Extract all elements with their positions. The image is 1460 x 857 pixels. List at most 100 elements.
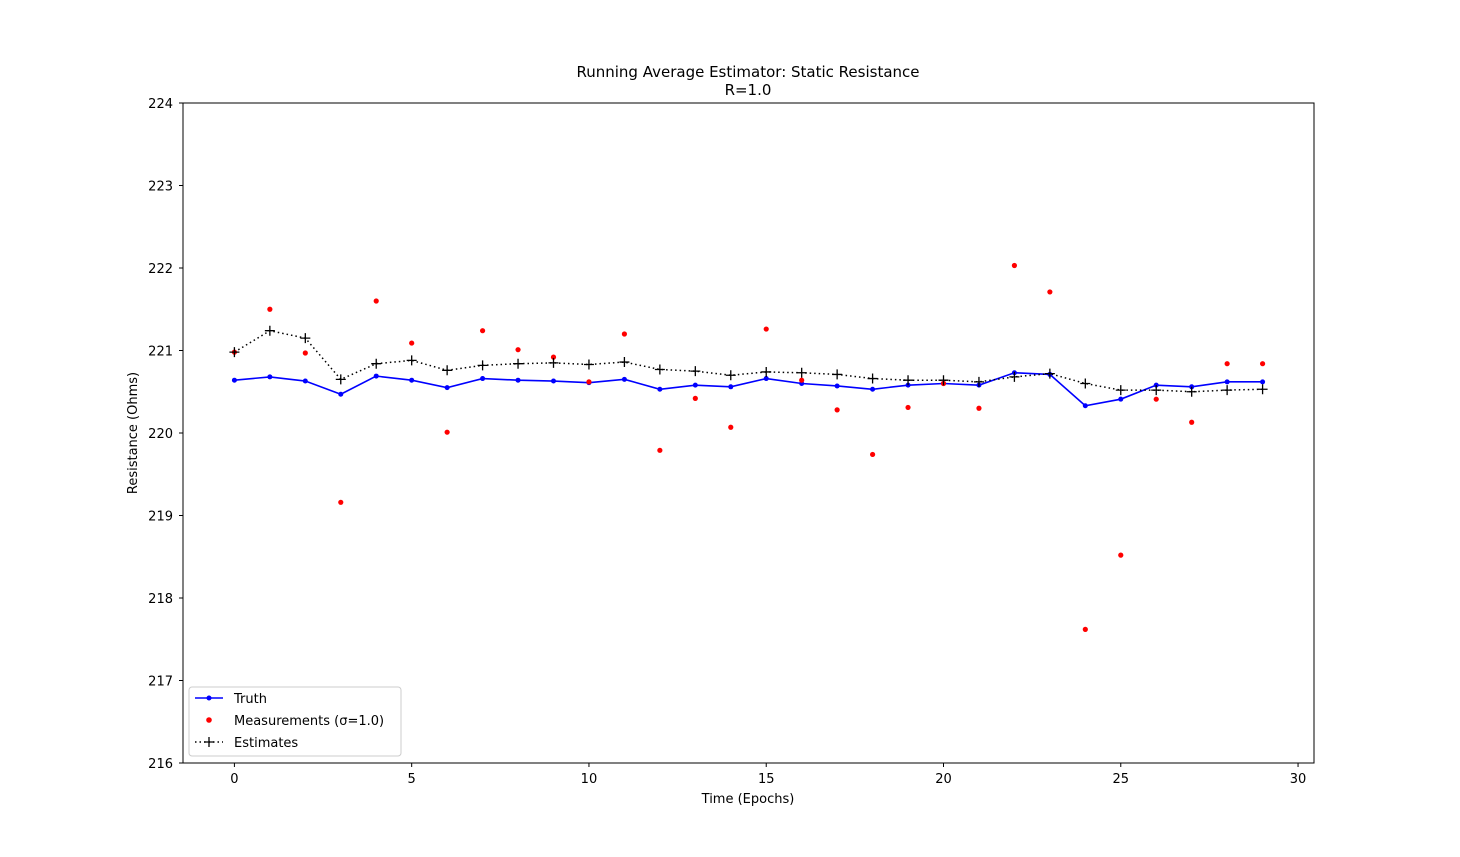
legend-label-estimates: Estimates — [234, 736, 298, 751]
estimate-point — [1115, 385, 1126, 396]
estimate-point — [1009, 371, 1020, 382]
truth-point — [409, 377, 415, 383]
y-tick-label: 223 — [148, 180, 173, 195]
truth-point — [728, 384, 734, 390]
legend-entry-measurements: Measurements (σ=1.0) — [206, 714, 384, 729]
estimate-point — [619, 357, 630, 368]
measurement-point — [799, 377, 805, 383]
x-axis-label: Time (Epochs) — [701, 792, 795, 807]
estimate-point — [938, 375, 949, 386]
truth-point — [444, 385, 450, 391]
estimate-point — [1044, 368, 1055, 379]
chart-title: Running Average Estimator: Static Resist… — [576, 63, 919, 81]
estimate-point — [335, 374, 346, 385]
y-tick-label: 217 — [148, 675, 173, 690]
measurement-point — [621, 331, 628, 337]
measurement-point — [338, 499, 344, 505]
measurement-point — [905, 404, 911, 411]
y-tick-label: 221 — [148, 345, 173, 360]
estimate-point — [654, 364, 665, 375]
plot-area — [229, 262, 1268, 632]
x-tick-label: 20 — [935, 772, 952, 787]
x-tick-label: 25 — [1112, 772, 1129, 787]
legend-label-measurements: Measurements (σ=1.0) — [234, 714, 384, 729]
estimate-point — [583, 359, 594, 370]
measurement-point — [1189, 419, 1195, 425]
measurement-point — [1011, 262, 1018, 269]
measurement-point — [444, 429, 450, 435]
truth-point — [870, 386, 876, 392]
x-tick-label: 30 — [1290, 772, 1307, 787]
y-tick-label: 216 — [148, 757, 173, 772]
legend: Truth Measurements (σ=1.0) Estimates — [188, 686, 402, 757]
measurement-point — [1153, 396, 1159, 402]
estimate-point — [903, 375, 914, 386]
truth-point — [1224, 379, 1230, 385]
estimate-point — [1151, 385, 1162, 396]
measurement-point — [728, 424, 734, 430]
measurement-point — [550, 354, 557, 360]
truth-point — [657, 386, 663, 392]
truth-point — [621, 376, 627, 382]
y-tick-label: 222 — [148, 262, 173, 277]
measurement-point — [1259, 361, 1266, 367]
estimate-point — [1257, 384, 1268, 395]
legend-label-truth: Truth — [233, 692, 267, 707]
measurement-point — [834, 407, 840, 413]
estimate-point — [406, 355, 417, 366]
measurement-point — [409, 340, 415, 346]
measurement-point — [267, 306, 273, 312]
measurement-point — [763, 326, 769, 332]
y-axis-label: Resistance (Ohms) — [126, 372, 141, 494]
x-tick-label: 5 — [408, 772, 416, 787]
y-tick-label: 219 — [148, 510, 173, 525]
measurement-point — [479, 328, 486, 334]
measurement-point — [657, 447, 663, 453]
y-tick-label: 220 — [148, 427, 173, 442]
truth-point — [480, 376, 486, 382]
x-axis-ticks: 0 5 10 15 20 25 30 — [230, 763, 1306, 787]
measurement-point — [586, 379, 592, 385]
estimate-point — [761, 366, 772, 377]
truth-point — [551, 378, 556, 384]
estimate-point — [832, 369, 843, 380]
legend-frame — [188, 686, 402, 757]
estimate-point — [973, 376, 984, 387]
truth-point — [692, 382, 698, 388]
x-tick-label: 15 — [758, 772, 775, 787]
truth-point — [834, 383, 840, 389]
truth-point — [267, 374, 273, 380]
estimate-point — [690, 366, 701, 377]
x-tick-label: 0 — [230, 772, 238, 787]
measurement-point — [515, 347, 521, 353]
chart-subtitle: R=1.0 — [725, 81, 772, 99]
measurement-point — [1047, 289, 1053, 295]
truth-series-line — [234, 371, 1263, 407]
axes-frame — [182, 102, 1315, 764]
estimate-point — [477, 360, 488, 371]
estimate-point — [371, 358, 382, 369]
measurement-point — [302, 350, 308, 356]
legend-entry-estimates: Estimates — [195, 736, 298, 751]
estimate-point — [264, 325, 275, 336]
measurement-point — [1118, 552, 1124, 558]
estimates-series-line — [234, 329, 1263, 393]
y-tick-label: 224 — [148, 97, 173, 112]
truth-point — [515, 377, 521, 383]
truth-point — [1082, 403, 1088, 409]
truth-point — [1118, 396, 1124, 402]
x-tick-label: 10 — [581, 772, 598, 787]
measurement-point — [373, 298, 379, 304]
estimate-point — [1080, 378, 1091, 389]
truth-point — [231, 377, 237, 383]
estimate-point — [867, 373, 878, 384]
y-axis-ticks: 216 217 218 219 220 221 222 223 224 — [148, 97, 183, 772]
estimate-point — [1222, 385, 1233, 396]
estimate-point — [796, 367, 807, 378]
estimate-point — [513, 358, 524, 369]
truth-point — [373, 373, 379, 379]
measurement-point — [1224, 361, 1230, 367]
measurement-point — [692, 395, 698, 401]
truth-point — [338, 391, 344, 397]
